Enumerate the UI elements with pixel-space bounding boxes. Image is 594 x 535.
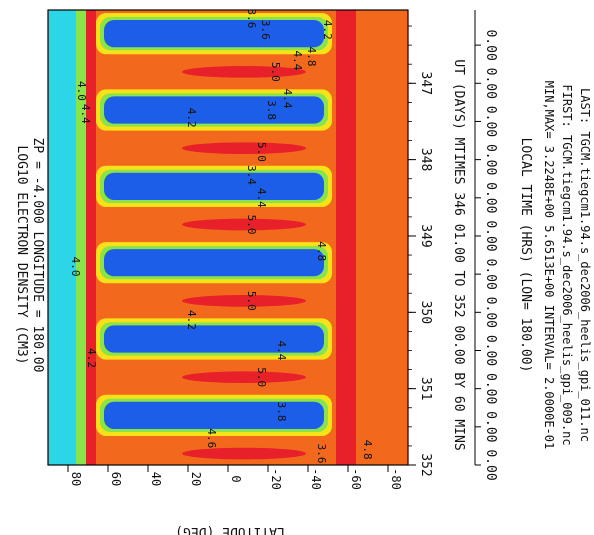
night-band-core — [104, 96, 324, 124]
contour-label: 4.8 — [305, 47, 318, 67]
contour-label: 5.0 — [269, 62, 282, 82]
local-time-tick-label: 0.00 — [483, 449, 498, 480]
trough-south — [336, 10, 356, 465]
contour-label: 4.2 — [185, 108, 198, 128]
contour-label: 5.0 — [245, 215, 258, 235]
x-axis-title: UT (DAYS) MTIMES 346 01.00 TO 352 00.00 … — [451, 59, 466, 450]
plot-area: 3.64.45.04.84.23.63.84.24.45.03.44.45.04… — [47, 8, 409, 466]
contour-label: 4.4 — [291, 50, 304, 70]
contour-label: 3.6 — [259, 20, 272, 40]
local-time-tick-label: 0.00 — [483, 258, 498, 289]
night-band-core — [104, 172, 324, 200]
contour-label: 5.0 — [255, 367, 268, 387]
contour-label: 3.4 — [245, 165, 258, 185]
y-tick-label: 0 — [229, 475, 243, 482]
local-time-tick-label: 0.00 — [483, 411, 498, 442]
day-band-peak — [182, 447, 306, 460]
header-text-block: LOG10 ELECTRON DENSITY (CM3) ZP = -4.000… — [14, 59, 592, 535]
x-tick-label: 352 — [418, 453, 433, 476]
y-tick-label: 60 — [109, 472, 123, 486]
y-tick-label: -80 — [389, 468, 403, 490]
trough-north — [86, 10, 96, 465]
local-time-tick-label: 0.00 — [483, 29, 498, 60]
y-tick-label: -40 — [309, 468, 323, 490]
y-tick-label: -20 — [269, 468, 283, 490]
day-band-peak — [182, 65, 306, 78]
contour-label: 5.0 — [245, 291, 258, 311]
contour-label: 4.4 — [255, 188, 268, 208]
contour-label: 4.4 — [275, 341, 288, 361]
contour-label: 3.6 — [245, 8, 258, 28]
day-band-peak — [182, 142, 306, 155]
x-tick-label: 351 — [418, 377, 433, 400]
top-axis-title: LOCAL TIME (HRS) (LON= 180.00) — [518, 138, 533, 373]
local-time-tick-label: 0.00 — [483, 144, 498, 175]
contour-label: 4.0 — [69, 257, 82, 277]
local-time-tick-label: 0.00 — [483, 68, 498, 99]
night-band-core — [104, 401, 324, 429]
chart-title: LOG10 ELECTRON DENSITY (CM3) — [14, 145, 29, 364]
local-time-tick-label: 0.00 — [483, 335, 498, 366]
polar-cap-north — [48, 10, 76, 465]
contour-label: 4.4 — [281, 89, 294, 109]
contour-label: 4.6 — [205, 428, 218, 448]
night-band-core — [104, 325, 324, 353]
x-tick-label: 350 — [418, 301, 433, 324]
ut-axis: 347 348 349 350 351 352 — [408, 25, 433, 477]
local-time-tick-label: 0.00 — [483, 106, 498, 137]
contour-label: 3.8 — [275, 402, 288, 422]
contour-label: 4.0 — [75, 81, 88, 101]
x-tick-label: 348 — [418, 148, 433, 171]
local-time-tick-label: 0.00 — [483, 373, 498, 404]
y-axis-title: LATITUDE (DEG) — [175, 524, 285, 535]
first-file-line: FIRST: TGCM.tiegcm1.94.s_dec2006_heelis_… — [560, 84, 574, 445]
local-time-tick-label: 0.00 — [483, 297, 498, 328]
y-tick-label: 40 — [149, 472, 163, 486]
contour-label: 3.8 — [265, 100, 278, 120]
y-tick-label: 80 — [69, 472, 83, 486]
local-time-tick-label: 0.00 — [483, 220, 498, 251]
minmax-line: MIN,MAX= 3.2248E+00 5.6513E+00 INTERVAL=… — [542, 81, 556, 449]
y-tick-label: -60 — [349, 468, 363, 490]
day-band-peak — [182, 295, 306, 307]
y-tick-label: 20 — [189, 472, 203, 486]
local-time-tick-label: 0.00 — [483, 182, 498, 213]
contour-label: 4.2 — [185, 310, 198, 330]
polar-cap-south — [356, 10, 408, 465]
contour-label: 3.6 — [315, 444, 328, 464]
contour-label: 5.0 — [255, 142, 268, 162]
last-file-line: LAST: TGCM.tiegcm1.94.s_dec2006_heelis_g… — [578, 88, 592, 442]
x-tick-label: 349 — [418, 224, 433, 247]
x-tick-label: 347 — [418, 72, 433, 95]
night-band-core — [104, 249, 324, 277]
contour-label: 4.8 — [361, 440, 374, 460]
contour-label: 4.8 — [315, 241, 328, 261]
local-time-axis: 0.00 0.00 0.00 0.00 0.00 0.00 0.00 0.00 0.00 0.00… — [474, 10, 498, 481]
chart-subtitle: ZP = -4.000 LONGITUDE = 180.00 — [30, 138, 45, 373]
latitude-axis: 80 60 40 20 0 -20 -40 -60 -80 — [67, 465, 403, 490]
contour-label: 4.2 — [85, 348, 98, 368]
contour-label: 4.2 — [321, 20, 334, 40]
day-band-peak — [182, 218, 306, 231]
night-band-core — [104, 20, 324, 48]
contour-label: 4.4 — [79, 104, 92, 124]
day-band-peak — [182, 371, 306, 384]
